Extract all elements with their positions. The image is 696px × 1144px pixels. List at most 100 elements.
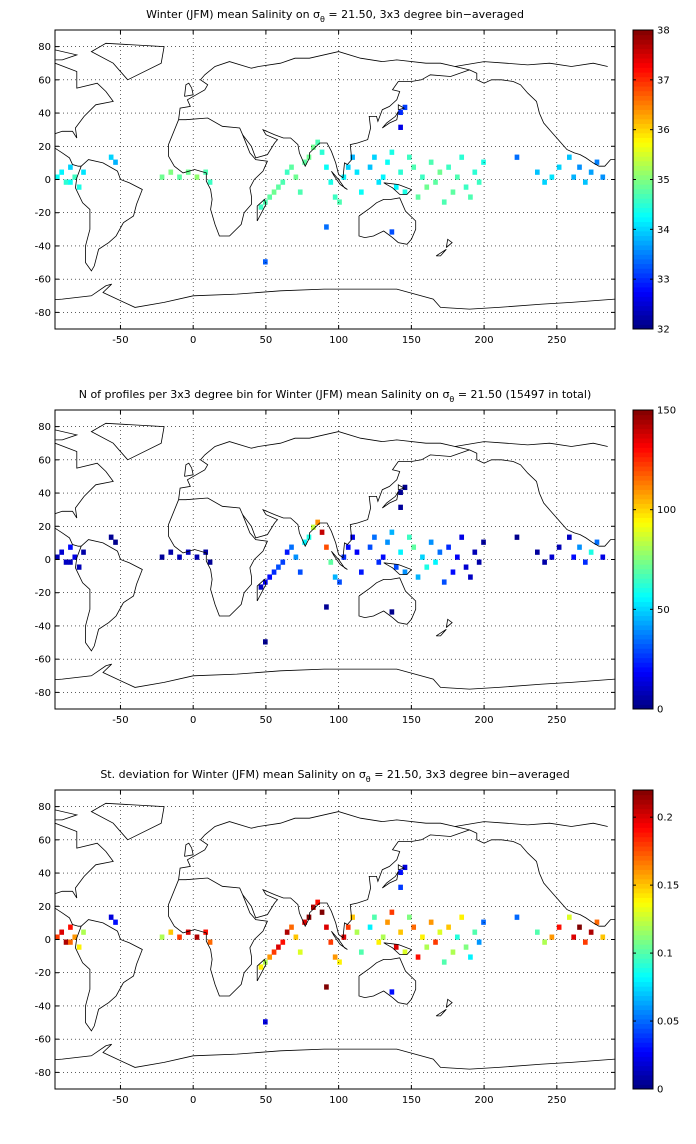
colorbar-segment — [633, 184, 653, 190]
data-cell — [328, 179, 334, 185]
coastline — [469, 69, 615, 167]
grid — [55, 410, 615, 709]
data-cell — [468, 954, 473, 960]
colorbar-segment — [633, 1032, 653, 1039]
data-cell — [345, 924, 351, 930]
data-cell — [185, 549, 191, 555]
colorbar-segment — [633, 414, 653, 420]
y-tick-label: -20 — [35, 968, 51, 979]
colorbar-segment — [633, 466, 653, 472]
data-cell — [289, 924, 294, 930]
data-cell — [481, 919, 486, 925]
colorbar-segment — [633, 925, 653, 931]
data-cell — [81, 169, 86, 175]
colorbar-segment — [633, 948, 653, 955]
data-cell — [354, 169, 360, 175]
colorbar-segment — [633, 151, 653, 157]
data-cell — [389, 609, 395, 615]
x-tick-label: 150 — [402, 1095, 421, 1106]
colorbar-segment — [633, 953, 653, 959]
data-cell — [407, 534, 412, 540]
colorbar-segment — [633, 916, 653, 922]
data-cell — [588, 169, 594, 175]
data-cell — [306, 154, 312, 160]
y-tick-label: -20 — [35, 208, 51, 219]
colorbar-segment — [633, 305, 653, 311]
data-cell — [424, 184, 430, 190]
data-cell — [72, 934, 78, 940]
data-cell — [168, 929, 174, 935]
colorbar-segment — [633, 990, 653, 997]
y-tick-label: -60 — [35, 655, 51, 666]
coastline — [331, 170, 348, 190]
data-cell — [571, 554, 577, 560]
data-cell — [441, 959, 447, 965]
data-cell — [207, 179, 213, 185]
colorbar-tick-label: 100 — [657, 505, 676, 516]
data-cell — [59, 169, 65, 175]
data-cell — [177, 554, 182, 560]
y-tick-label: 60 — [38, 75, 51, 86]
data-cell — [415, 954, 421, 960]
colorbar-segment — [633, 104, 653, 110]
data-cell — [297, 569, 303, 575]
data-cell — [332, 574, 338, 580]
panel-1: Winter (JFM) mean Salinity on σθ = 21.50… — [35, 8, 670, 346]
data-cell — [337, 579, 342, 585]
data-cell — [359, 189, 364, 195]
data-cell — [315, 899, 321, 905]
y-tick-label: 20 — [38, 902, 51, 913]
data-cell — [159, 174, 165, 180]
coastline — [397, 864, 406, 871]
data-cell — [476, 939, 482, 945]
colorbar-segment — [633, 39, 653, 45]
colorbar-segment — [633, 174, 653, 180]
data-cell — [113, 159, 118, 165]
data-cell — [542, 939, 547, 945]
colorbar-segment — [633, 699, 653, 705]
data-cell — [542, 559, 547, 565]
colorbar-segment — [633, 90, 653, 96]
colorbar-segment — [633, 939, 653, 945]
x-tick-label: 200 — [475, 1095, 494, 1106]
coastline — [435, 628, 447, 637]
data-cell — [459, 154, 465, 160]
coastline — [74, 159, 143, 272]
data-cell — [263, 259, 268, 265]
data-cell — [306, 914, 312, 920]
colorbar-segment — [633, 58, 653, 64]
data-cell — [433, 939, 438, 945]
data-cell — [583, 179, 588, 185]
coastline — [397, 104, 406, 111]
coastlines — [55, 802, 615, 1070]
colorbar-segment — [633, 638, 653, 645]
colorbar-segment — [633, 198, 653, 204]
colorbar-segment — [633, 804, 653, 810]
colorbar-segment — [633, 559, 653, 565]
grid — [55, 30, 615, 329]
colorbar-segment — [633, 601, 653, 607]
colorbar-segment — [633, 578, 653, 584]
colorbar-segment — [633, 160, 653, 166]
colorbar-segment — [633, 282, 653, 288]
data-cell — [437, 549, 443, 555]
colorbar-segment — [633, 1084, 653, 1090]
colorbar-tick-label: 35 — [657, 175, 670, 186]
coastline — [256, 578, 267, 602]
x-tick-label: 250 — [547, 335, 566, 346]
data-cell — [350, 534, 355, 540]
data-cell — [267, 574, 273, 580]
colorbar-segment — [633, 615, 653, 621]
colorbar-segment — [633, 72, 653, 78]
data-cell — [402, 949, 408, 955]
data-cell — [207, 559, 213, 565]
coastline — [55, 822, 114, 927]
x-tick-label: 50 — [260, 715, 273, 726]
colorbar-segment — [633, 790, 653, 796]
colorbar-segment — [633, 920, 653, 926]
data-cell — [302, 539, 307, 545]
data-cell — [389, 909, 395, 915]
colorbar-tick-label: 0 — [657, 1085, 663, 1096]
colorbar-tick-label: 0.15 — [657, 881, 679, 892]
colorbar-segment — [633, 680, 653, 687]
